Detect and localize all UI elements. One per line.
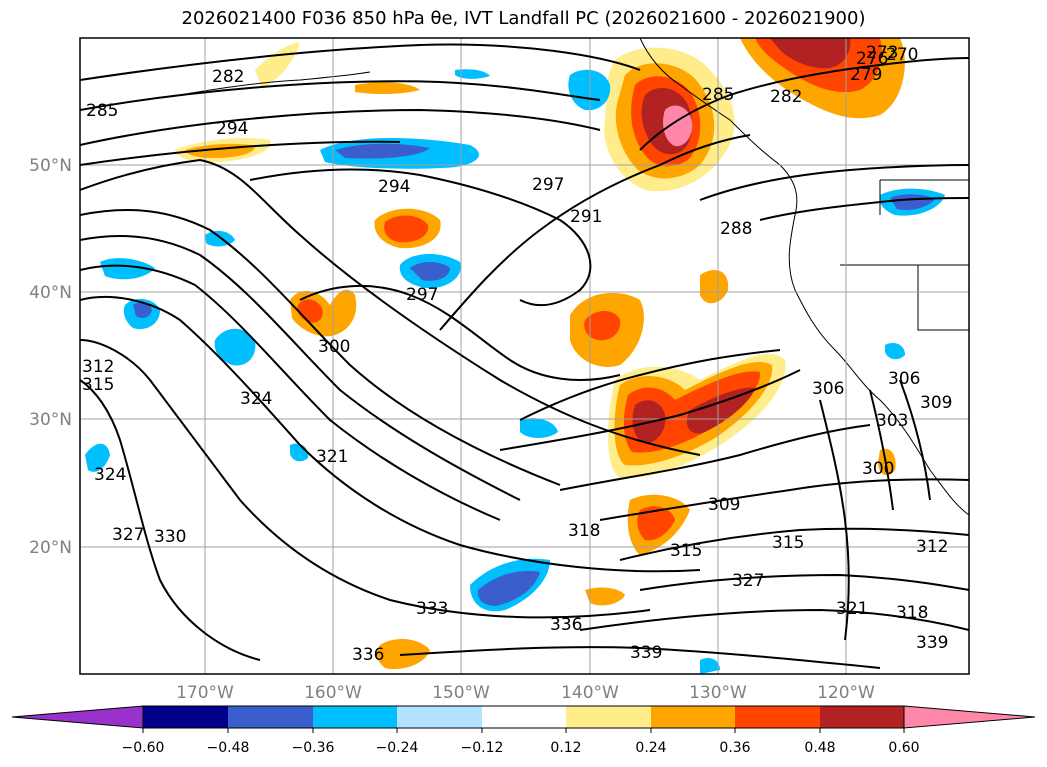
latitude-labels: 50°N 40°N 30°N 20°N <box>29 156 72 558</box>
lat-label: 40°N <box>29 283 72 303</box>
contour-label: 336 <box>352 645 384 665</box>
contour-label: 330 <box>154 527 186 547</box>
contour-label: 324 <box>94 465 126 485</box>
lon-label: 160°W <box>304 683 362 703</box>
contour-label: 309 <box>708 495 740 515</box>
contour-label: 309 <box>920 393 952 413</box>
colorbar-bin <box>566 706 651 728</box>
contour-label: 321 <box>836 599 868 619</box>
positive-anomaly-shading <box>175 38 905 670</box>
contour-label: 303 <box>876 411 908 431</box>
contour-label: 279 <box>850 65 882 85</box>
lon-label: 120°W <box>817 683 875 703</box>
colorbar-ticks <box>142 728 905 733</box>
contour-labels: 282 285 294 294 297 291 288 297 300 324 … <box>82 43 952 665</box>
colorbar-tick-label: 0.60 <box>888 740 919 756</box>
contour-label: 300 <box>318 337 350 357</box>
colorbar-bin <box>313 706 397 728</box>
colorbar-tick-label: 0.12 <box>550 740 581 756</box>
contour-label: 276 <box>856 49 888 69</box>
colorbar-tick-label: 0.36 <box>719 740 750 756</box>
gridlines <box>80 38 969 674</box>
contour-label: 273 <box>866 43 898 63</box>
map-panel: 282 285 294 294 297 291 288 297 300 324 … <box>80 38 969 674</box>
lat-label: 30°N <box>29 410 72 430</box>
map-title: 2026021400 F036 850 hPa θe, IVT Landfall… <box>181 8 866 29</box>
contour-label: 339 <box>630 643 662 663</box>
contour-label: 297 <box>532 175 564 195</box>
colorbar-bin <box>820 706 904 728</box>
contour-label: 294 <box>216 119 248 139</box>
lon-label: 140°W <box>561 683 619 703</box>
colorbar-tick-label: 0.48 <box>804 740 835 756</box>
colorbar-tick-label: −0.12 <box>461 740 504 756</box>
contour-label: 312 <box>82 357 114 377</box>
contour-label: 315 <box>670 541 702 561</box>
colorbar-bin <box>397 706 482 728</box>
contour-label: 306 <box>888 369 920 389</box>
contour-label: 324 <box>240 389 272 409</box>
colorbar: −0.60 −0.48 −0.36 −0.24 −0.12 0.12 0.24 … <box>11 705 1036 756</box>
contour-label: 270 <box>886 45 918 65</box>
contour-label: 315 <box>772 533 804 553</box>
lat-label: 20°N <box>29 538 72 558</box>
colorbar-tick-label: −0.24 <box>376 740 419 756</box>
map-border <box>79 37 970 675</box>
contour-label: 333 <box>416 599 448 619</box>
contour-label: 291 <box>570 207 602 227</box>
colorbar-tick-label: −0.60 <box>122 740 165 756</box>
contour-label: 285 <box>702 85 734 105</box>
contour-label: 339 <box>916 633 948 653</box>
contour-label: 327 <box>112 525 144 545</box>
colorbar-frame <box>142 705 905 729</box>
lon-label: 170°W <box>176 683 234 703</box>
lon-label: 130°W <box>689 683 747 703</box>
theta-e-contours <box>80 43 969 669</box>
contour-label: 306 <box>812 379 844 399</box>
contour-label: 288 <box>720 219 752 239</box>
contour-label: 300 <box>862 459 894 479</box>
contour-label: 327 <box>732 571 764 591</box>
contour-label: 321 <box>316 447 348 467</box>
contour-label: 315 <box>82 375 114 395</box>
contour-label: 297 <box>406 285 438 305</box>
colorbar-bin <box>735 706 820 728</box>
lat-label: 50°N <box>29 156 72 176</box>
colorbar-bin <box>482 706 566 728</box>
colorbar-upper-extension <box>903 705 1036 729</box>
colorbar-bin <box>143 706 228 728</box>
colorbar-tick-label: −0.36 <box>292 740 335 756</box>
lon-label: 150°W <box>432 683 490 703</box>
contour-label: 318 <box>896 603 928 623</box>
colorbar-tick-label: 0.24 <box>635 740 666 756</box>
contour-label: 282 <box>212 67 244 87</box>
colorbar-bin <box>228 706 313 728</box>
coastlines <box>179 38 969 516</box>
colorbar-bin <box>651 706 735 728</box>
colorbar-tick-label: −0.48 <box>207 740 250 756</box>
contour-label: 294 <box>378 177 410 197</box>
contour-label: 285 <box>86 101 118 121</box>
contour-label: 318 <box>568 521 600 541</box>
colorbar-lower-extension <box>11 705 144 729</box>
contour-label: 282 <box>770 87 802 107</box>
longitude-labels: 170°W 160°W 150°W 140°W 130°W 120°W <box>176 683 875 703</box>
contour-label: 336 <box>550 615 582 635</box>
contour-label: 312 <box>916 537 948 557</box>
